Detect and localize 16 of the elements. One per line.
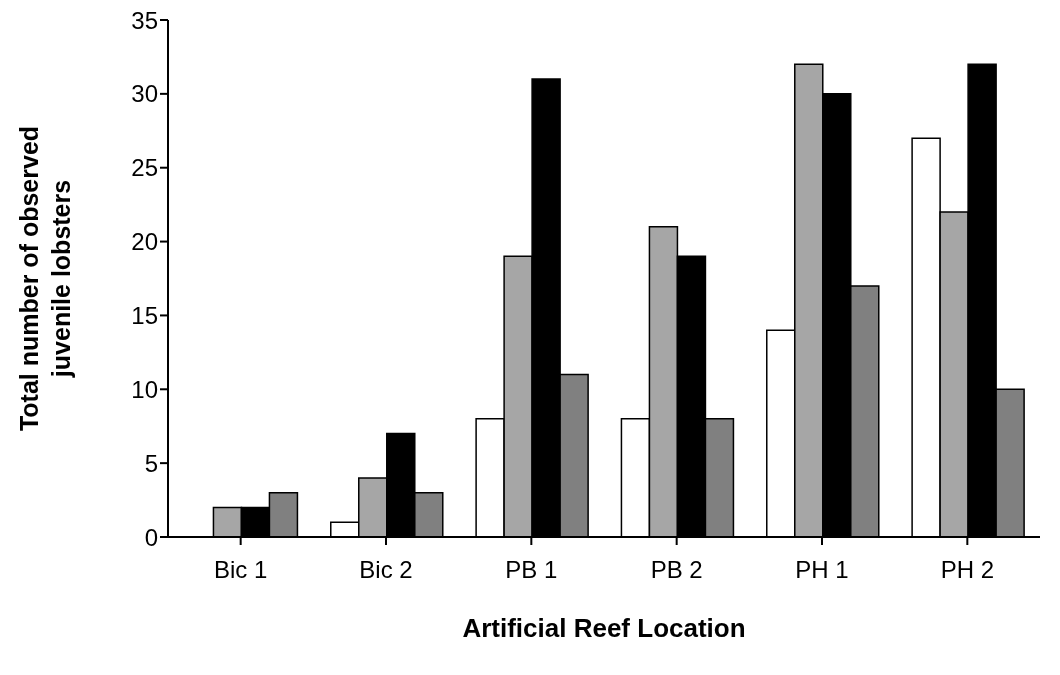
x-tick-label: PB 1 — [505, 556, 558, 584]
x-tick-label: PB 2 — [650, 556, 703, 584]
y-tick-label: 0 — [144, 523, 158, 551]
y-tick-label: 15 — [131, 301, 158, 329]
y-tick-label: 35 — [131, 6, 158, 34]
y-tick-label: 25 — [131, 154, 158, 182]
x-tick-label: PH 2 — [940, 556, 995, 584]
y-axis-title: Total number of observed juvenile lobsters — [15, 125, 75, 432]
x-tick-label: PH 1 — [795, 556, 849, 584]
y-tick-label: 5 — [144, 449, 158, 477]
x-tick-label: Bic 2 — [359, 556, 413, 584]
x-axis-title: Artificial Reef Location — [462, 613, 746, 643]
y-tick-label: 20 — [131, 228, 158, 256]
x-tick-label: Bic 1 — [213, 556, 268, 584]
y-tick-label: 10 — [131, 375, 158, 403]
y-tick-label: 30 — [131, 80, 158, 108]
